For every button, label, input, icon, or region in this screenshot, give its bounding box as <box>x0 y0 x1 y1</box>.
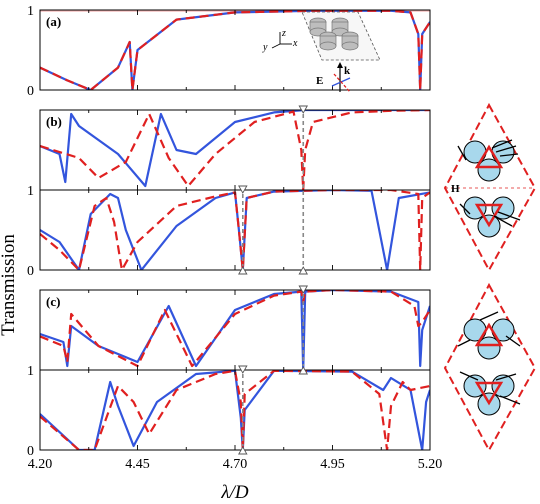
series-line-red_dashed <box>40 370 430 450</box>
y-tick-label: 1 <box>27 364 34 379</box>
axis-z-label: z <box>281 28 286 39</box>
h-field-label: H <box>451 183 460 195</box>
up-triangle-icon <box>238 266 248 275</box>
e-field-label: E <box>316 75 323 87</box>
metasurface-inset: z x y k E <box>262 11 381 93</box>
axis-x-label: x <box>292 38 298 49</box>
panel-label: (a) <box>46 14 61 29</box>
field-map-c <box>443 282 537 453</box>
panel-3: (c) <box>39 289 431 371</box>
plot-area <box>40 290 430 370</box>
y-tick-label: 1 <box>27 4 34 19</box>
panel-0: 0 1 (a) <box>27 4 431 99</box>
axis-y-label: y <box>262 42 268 53</box>
field-map-b: H <box>443 102 537 273</box>
down-triangle-icon <box>238 185 248 194</box>
series-line-blue_solid <box>40 290 430 370</box>
series-line-red_dashed <box>40 290 430 368</box>
down-triangle-icon <box>238 365 248 374</box>
x-tick-label: 5.20 <box>418 457 443 472</box>
y-axis-label: Transmission <box>0 234 19 336</box>
y-tick-label: 1 <box>27 184 34 199</box>
k-vector-label: k <box>344 65 351 77</box>
y-tick-label: 0 <box>27 84 34 99</box>
x-tick-label: 4.45 <box>125 457 150 472</box>
series-line-blue_solid <box>40 110 430 188</box>
resonance-marker <box>238 365 248 455</box>
x-tick-label: 4.20 <box>28 457 53 472</box>
y-tick-label: 0 <box>27 444 34 459</box>
up-triangle-icon <box>238 446 248 455</box>
series-line-red_dashed <box>40 110 430 190</box>
down-triangle-icon <box>298 285 309 294</box>
series-line-red_dashed <box>40 10 430 90</box>
panel-label: (c) <box>46 294 60 309</box>
x-tick-label: 4.70 <box>223 457 248 472</box>
plot-area <box>40 370 430 450</box>
panel-label: (b) <box>46 114 62 129</box>
panel-2: 01 <box>27 184 431 279</box>
panel-1: (b) <box>39 109 431 191</box>
down-triangle-icon <box>298 105 309 114</box>
series-line-blue_solid <box>40 370 430 450</box>
resonance-marker <box>238 185 248 275</box>
panels: 01(a)(b)01(c)014.20 4.45 4.70 4.95 5.20 <box>27 4 442 472</box>
up-triangle-icon <box>298 266 309 275</box>
series-line-blue_solid <box>40 190 430 270</box>
plot-area <box>40 190 430 270</box>
x-axis-label: λ/D <box>220 482 249 503</box>
up-triangle-icon <box>298 366 309 375</box>
panel-4: 0 1 4.20 4.45 4.70 4.95 5.20 <box>27 364 442 472</box>
panel-frame <box>39 289 431 371</box>
resonance-marker <box>298 105 309 275</box>
resonance-marker <box>298 285 309 375</box>
plot-area <box>40 110 430 190</box>
y-tick-label: 0 <box>27 264 34 279</box>
x-tick-label: 4.95 <box>320 457 345 472</box>
